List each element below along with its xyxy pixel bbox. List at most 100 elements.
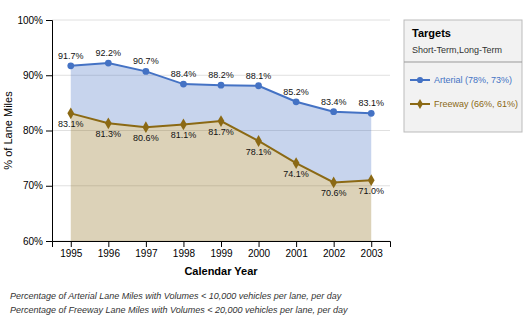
x-tick-label: 1999 <box>210 248 233 259</box>
x-tick-mark <box>296 241 297 247</box>
legend-divider <box>404 62 522 63</box>
y-axis-title: % of Lane Miles <box>2 91 14 170</box>
marker <box>67 107 74 119</box>
marks <box>67 60 374 241</box>
plot: 1995 1996 1997 1998 1999 2000 2001 2002 2003 60% 7… <box>2 15 391 277</box>
data-label: 81.7% <box>208 127 234 137</box>
data-label: 88.2% <box>208 70 234 80</box>
y-tick-mark <box>46 186 52 187</box>
x-axis-line <box>53 242 391 248</box>
x-tick-mark <box>71 241 72 247</box>
data-label: 83.1% <box>358 98 384 108</box>
y-tick-label: 100% <box>17 15 43 26</box>
legend-subtitle: Short-Term,Long-Term <box>412 45 502 55</box>
marker <box>67 62 74 69</box>
y-tick-label: 90% <box>23 70 43 81</box>
y-axis-line <box>46 21 53 242</box>
y-tick-label: 80% <box>23 125 43 136</box>
x-tick-mark <box>146 241 147 247</box>
x-tick-mark <box>259 241 260 247</box>
x-tick: 1998 <box>173 241 196 259</box>
x-axis-title: Calendar Year <box>184 265 258 277</box>
legend-box <box>404 20 522 132</box>
grid-line <box>52 20 390 21</box>
marker <box>293 157 300 169</box>
x-tick: 2002 <box>323 241 346 259</box>
data-label: 81.3% <box>96 129 122 139</box>
data-label: 88.1% <box>246 71 272 81</box>
data-label: 91.7% <box>58 51 84 61</box>
legend-marker <box>417 99 423 109</box>
data-label: 80.6% <box>133 133 159 143</box>
x-tick-mark <box>221 241 222 247</box>
x-tick-label: 2002 <box>323 248 346 259</box>
x-tick-label: 2003 <box>361 248 384 259</box>
x-axis: 1995 1996 1997 1998 1999 2000 2001 2002 2003 <box>53 241 391 259</box>
marker <box>143 68 150 75</box>
y-tick: 90% <box>23 70 52 81</box>
marker <box>368 110 375 117</box>
marker <box>105 117 112 129</box>
x-tick-mark <box>334 241 335 247</box>
legend-marker <box>417 77 423 83</box>
data-label: 83.1% <box>58 119 84 129</box>
marker <box>180 119 187 131</box>
x-tick-label: 1995 <box>60 248 83 259</box>
data-label: 85.2% <box>283 87 309 97</box>
line <box>71 63 371 113</box>
data-label: 88.4% <box>171 69 197 79</box>
x-tick-label: 2000 <box>248 248 271 259</box>
line <box>71 113 371 182</box>
legend-entry: Arterial (78%, 73%) <box>410 75 512 85</box>
y-tick-mark <box>46 20 52 21</box>
x-tick-mark <box>108 241 109 247</box>
data-label: 70.6% <box>321 188 347 198</box>
legend-label: Freeway (66%, 61%) <box>434 99 518 109</box>
data-label: 78.1% <box>246 147 272 157</box>
marker <box>293 98 300 105</box>
data-labels: 91.7% 92.2% 90.7% 88.4% 88.2% 88.1% 85.2% 83.4%… <box>58 48 384 198</box>
y-tick-mark <box>46 241 52 242</box>
marker <box>218 82 225 89</box>
marker <box>105 60 112 67</box>
data-label: 74.1% <box>283 169 309 179</box>
data-label: 81.1% <box>171 130 197 140</box>
y-tick-mark <box>46 75 52 76</box>
marker <box>180 81 187 88</box>
area <box>71 113 371 241</box>
y-tick-mark <box>46 131 52 132</box>
y-tick: 80% <box>23 125 52 136</box>
y-tick-label: 60% <box>23 236 43 247</box>
grid <box>52 20 390 241</box>
marker <box>255 135 262 147</box>
y-tick: 60% <box>23 236 52 247</box>
legend: Targets Short-Term,Long-Term Arterial (78%… <box>404 20 522 132</box>
x-tick: 1996 <box>98 241 121 259</box>
marker <box>330 177 337 189</box>
y-axis: 60% 70% 80% 90% 100% <box>17 15 52 247</box>
y-tick: 70% <box>23 180 52 191</box>
x-tick: 2000 <box>248 241 271 259</box>
x-tick-label: 1998 <box>173 248 196 259</box>
x-tick-label: 2001 <box>285 248 308 259</box>
footnote: Percentage of Freeway Lane Miles with Vo… <box>10 305 348 315</box>
data-label: 90.7% <box>133 56 159 66</box>
legend-title: Targets <box>412 27 451 39</box>
legend-entry: Freeway (66%, 61%) <box>410 99 518 109</box>
data-label: 83.4% <box>321 97 347 107</box>
x-tick-label: 1997 <box>135 248 158 259</box>
y-tick-label: 70% <box>23 180 43 191</box>
data-label: 71.0% <box>358 186 384 196</box>
x-tick: 1995 <box>60 241 83 259</box>
marker <box>218 115 225 127</box>
data-label: 92.2% <box>96 48 122 58</box>
x-tick-mark <box>371 241 372 247</box>
marker <box>255 82 262 89</box>
x-tick: 2003 <box>361 241 384 259</box>
marker <box>330 108 337 115</box>
chart: 1995 1996 1997 1998 1999 2000 2001 2002 2003 60% 7… <box>0 0 528 323</box>
x-tick-label: 1996 <box>98 248 121 259</box>
marker <box>368 174 375 186</box>
y-tick: 100% <box>17 15 52 26</box>
x-tick: 1999 <box>210 241 233 259</box>
